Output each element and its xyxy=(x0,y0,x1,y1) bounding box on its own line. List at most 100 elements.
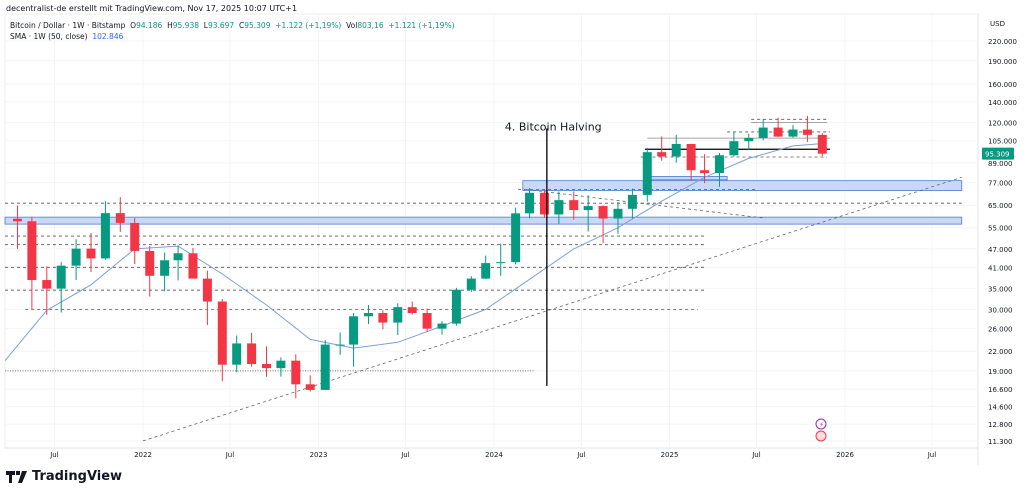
y-tick-label: 120.000 xyxy=(988,120,1017,128)
candle-body xyxy=(12,218,22,222)
candle-body xyxy=(613,208,623,219)
candle-body xyxy=(437,323,447,329)
candle-body xyxy=(247,343,257,365)
y-tick-label: 220.000 xyxy=(988,38,1017,46)
lightning-glyph: ⚡ xyxy=(819,421,824,429)
y-tick-label: 77.000 xyxy=(988,179,1013,187)
y-tick-label: 11.300 xyxy=(988,438,1013,446)
candle-body xyxy=(729,141,739,156)
candle-body xyxy=(363,313,373,317)
candle-body xyxy=(496,262,506,264)
candle-body xyxy=(232,343,242,365)
y-tick-label: 14.600 xyxy=(988,403,1013,411)
symbol-name[interactable]: Bitcoin / Dollar · 1W · Bitstamp xyxy=(10,21,126,30)
chart-header: decentralist-de erstellt mit TradingView… xyxy=(6,4,298,13)
support-zone xyxy=(644,176,728,181)
x-tick-label: Jul xyxy=(576,451,586,459)
y-tick-label: 19.000 xyxy=(988,368,1013,376)
candle-body xyxy=(320,344,330,390)
event-lightning-icon xyxy=(815,418,827,430)
y-tick-label: 105.000 xyxy=(988,138,1017,146)
sma-line xyxy=(4,143,824,362)
trendline xyxy=(142,176,962,442)
open-value: 94.186 xyxy=(136,21,163,30)
change-value: +1.122 (+1,19%) xyxy=(275,21,342,30)
x-tick-label: 2025 xyxy=(661,451,679,459)
trendline xyxy=(527,189,766,219)
candle-body xyxy=(173,253,183,261)
sma-value: 102.846 xyxy=(92,32,124,41)
volume-value: 803,16 xyxy=(357,21,384,30)
y-tick-label: 65.000 xyxy=(988,202,1013,210)
price-chart[interactable]: 220.000 190.000 160.000 140.000 120.000 105.0… xyxy=(0,0,1024,465)
candle-body xyxy=(451,289,461,324)
candle-body xyxy=(700,170,710,174)
candle-body xyxy=(773,127,783,137)
candle-body xyxy=(145,250,155,276)
candle-body xyxy=(115,213,125,223)
y-axis-unit: USD xyxy=(990,20,1005,28)
close-value: 95.309 xyxy=(244,21,271,30)
candle-body xyxy=(657,152,667,157)
tradingview-logo[interactable]: TradingView xyxy=(6,469,122,484)
x-tick-label: Jul xyxy=(927,451,937,459)
candle-body xyxy=(569,200,579,211)
candle-body xyxy=(71,248,81,266)
candle-body xyxy=(27,221,37,281)
symbol-legend: Bitcoin / Dollar · 1W · Bitstamp O94.186… xyxy=(10,21,455,41)
candle-body xyxy=(422,313,432,329)
candle-body xyxy=(261,364,271,369)
candle-body xyxy=(349,316,359,345)
candle-body xyxy=(539,192,549,215)
x-tick-label: Jul xyxy=(400,451,410,459)
candle-body xyxy=(598,206,608,219)
x-tick-label: Jul xyxy=(751,451,761,459)
y-tick-label: 55.000 xyxy=(988,225,1013,233)
support-zone xyxy=(522,180,963,191)
candle-body xyxy=(188,253,198,279)
candle-body xyxy=(627,194,637,209)
us-flag-event-icon xyxy=(815,430,827,442)
candle-body xyxy=(802,129,812,135)
candle-body xyxy=(86,248,96,259)
last-price-badge xyxy=(982,147,1014,160)
halving-label: 4. Bitcoin Halving xyxy=(505,120,602,133)
candle-body xyxy=(714,155,724,174)
sma-label[interactable]: SMA · 1W (50, close) xyxy=(10,32,88,41)
y-tick-label: 16.600 xyxy=(988,386,1013,394)
candle-body xyxy=(788,129,798,137)
x-tick-label: 2024 xyxy=(485,451,503,459)
logo-text: TradingView xyxy=(32,469,123,484)
candle-body xyxy=(42,280,52,289)
candle-body xyxy=(217,301,227,365)
candle-body xyxy=(466,278,476,290)
candle-body xyxy=(642,152,652,195)
candle-body xyxy=(276,360,286,369)
x-tick-label: Jul xyxy=(225,451,235,459)
candle-body xyxy=(56,265,66,289)
last-price-label: 95.309 xyxy=(985,151,1010,159)
low-value: 93.697 xyxy=(207,21,235,30)
candle-body xyxy=(407,307,417,314)
tradingview-logo-icon xyxy=(6,470,27,483)
volume-change: +1.121 (+1,19%) xyxy=(388,21,455,30)
candle-body xyxy=(202,278,212,302)
plot-area xyxy=(4,13,979,449)
y-tick-label: 30.000 xyxy=(988,306,1013,314)
y-tick-label: 190.000 xyxy=(988,58,1017,66)
y-tick-label: 22.000 xyxy=(988,348,1013,356)
y-tick-label: 26.000 xyxy=(988,326,1013,334)
candle-body xyxy=(758,127,768,138)
candle-body xyxy=(686,144,696,171)
candle-body xyxy=(481,263,491,279)
candle-body xyxy=(511,213,521,263)
candle-body xyxy=(335,344,345,346)
high-value: 95.938 xyxy=(172,21,199,30)
candle-body xyxy=(817,134,827,154)
x-tick-label: 2026 xyxy=(836,451,854,459)
candle-body xyxy=(393,307,403,323)
candle-body xyxy=(378,313,388,323)
y-tick-label: 160.000 xyxy=(988,81,1017,89)
y-tick-label: 35.000 xyxy=(988,286,1013,294)
y-tick-label: 47.000 xyxy=(988,246,1013,254)
